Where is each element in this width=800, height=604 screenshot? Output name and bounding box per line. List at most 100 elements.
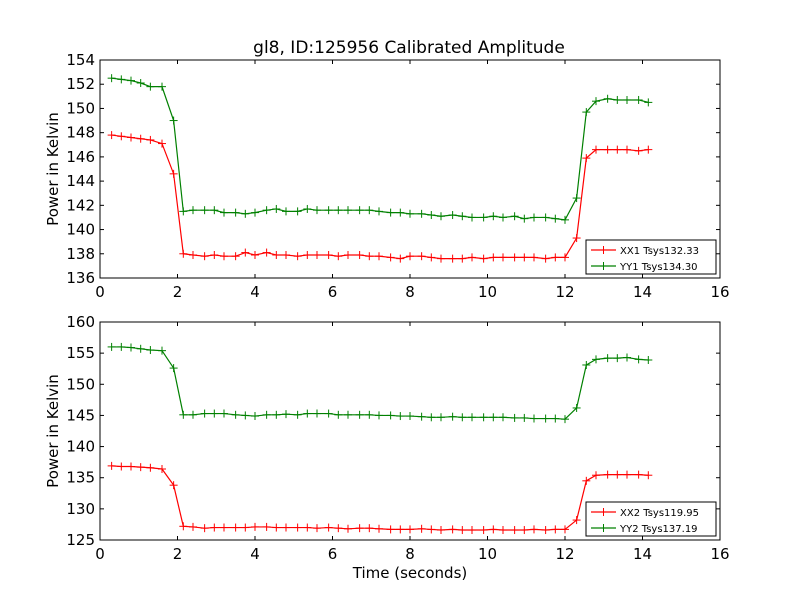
data-point bbox=[613, 95, 622, 104]
data-point bbox=[386, 253, 395, 262]
data-point bbox=[251, 208, 259, 217]
y-axis-label: Power in Kelvin bbox=[44, 374, 62, 488]
data-point bbox=[324, 523, 333, 532]
data-point bbox=[582, 476, 591, 485]
y-tick-label: 144 bbox=[66, 172, 95, 190]
data-point bbox=[510, 212, 519, 221]
data-point bbox=[520, 526, 529, 535]
data-point bbox=[551, 214, 560, 223]
x-tick-label: 12 bbox=[555, 283, 574, 301]
data-point bbox=[520, 253, 529, 262]
data-point bbox=[136, 463, 145, 472]
data-point bbox=[355, 524, 364, 533]
data-point bbox=[146, 463, 155, 472]
data-point bbox=[127, 343, 135, 352]
data-point bbox=[293, 207, 302, 216]
data-point bbox=[582, 360, 591, 369]
data-point bbox=[355, 410, 364, 419]
x-tick-label: 6 bbox=[328, 283, 338, 301]
data-point bbox=[200, 252, 209, 261]
data-point bbox=[365, 410, 374, 419]
data-point bbox=[158, 139, 166, 148]
data-point bbox=[489, 525, 498, 534]
data-point bbox=[572, 516, 581, 525]
data-point bbox=[303, 409, 312, 418]
data-point bbox=[479, 526, 488, 535]
data-point bbox=[458, 526, 467, 535]
data-point bbox=[107, 74, 116, 83]
data-point bbox=[644, 98, 653, 107]
data-point bbox=[479, 413, 488, 422]
y-tick-label: 145 bbox=[66, 406, 95, 424]
legend-item: YY2 Tsys137.19 bbox=[591, 524, 698, 535]
data-point bbox=[644, 145, 653, 154]
y-tick-label: 130 bbox=[66, 500, 95, 518]
data-point bbox=[210, 206, 219, 215]
data-point bbox=[489, 253, 498, 262]
data-point bbox=[375, 524, 383, 533]
x-tick-label: 10 bbox=[478, 283, 497, 301]
data-point bbox=[324, 250, 333, 259]
data-point bbox=[551, 414, 560, 423]
data-point bbox=[561, 415, 569, 424]
data-point bbox=[644, 355, 653, 364]
y-tick-label: 125 bbox=[66, 531, 95, 549]
data-point bbox=[210, 409, 219, 418]
y-tick-label: 148 bbox=[66, 124, 95, 142]
data-point bbox=[158, 82, 166, 91]
data-point bbox=[107, 461, 116, 470]
x-axis-label: Time (seconds) bbox=[352, 564, 468, 582]
data-point bbox=[613, 470, 622, 479]
legend-item: XX2 Tsys119.95 bbox=[591, 508, 699, 519]
data-point bbox=[220, 523, 228, 532]
data-point bbox=[231, 410, 240, 419]
data-point bbox=[386, 525, 395, 534]
data-point bbox=[406, 209, 414, 218]
series-2 bbox=[107, 342, 653, 424]
data-point bbox=[623, 95, 631, 104]
data-point bbox=[220, 208, 228, 217]
data-point bbox=[499, 526, 507, 535]
data-point bbox=[489, 212, 498, 221]
data-point bbox=[344, 206, 352, 215]
data-point bbox=[127, 76, 135, 85]
y-tick-label: 160 bbox=[66, 313, 95, 331]
data-point bbox=[313, 409, 321, 418]
y-tick-label: 152 bbox=[66, 75, 95, 93]
data-point bbox=[136, 344, 145, 353]
data-point bbox=[468, 413, 476, 422]
data-point bbox=[303, 523, 312, 532]
y-tick-label: 142 bbox=[66, 196, 95, 214]
data-point bbox=[293, 252, 302, 261]
data-point bbox=[262, 248, 271, 257]
data-point bbox=[448, 211, 457, 220]
y-tick-label: 138 bbox=[66, 245, 95, 263]
data-point bbox=[417, 524, 426, 533]
data-point bbox=[468, 526, 476, 535]
data-point bbox=[344, 250, 352, 259]
data-point bbox=[169, 364, 178, 373]
data-point bbox=[427, 525, 436, 534]
x-tick-label: 4 bbox=[250, 283, 260, 301]
data-point bbox=[551, 525, 560, 534]
data-point bbox=[334, 410, 343, 419]
data-point bbox=[448, 254, 457, 263]
data-point bbox=[603, 470, 612, 479]
data-point bbox=[448, 412, 457, 421]
data-point bbox=[479, 254, 488, 263]
data-point bbox=[231, 208, 240, 217]
x-tick-label: 8 bbox=[405, 545, 415, 563]
x-tick-label: 16 bbox=[710, 545, 729, 563]
data-point bbox=[210, 250, 219, 259]
data-point bbox=[324, 409, 333, 418]
legend-box bbox=[585, 239, 717, 275]
data-point bbox=[520, 413, 529, 422]
data-point bbox=[458, 413, 467, 422]
data-point bbox=[293, 410, 302, 419]
data-point bbox=[220, 409, 228, 418]
data-point bbox=[231, 252, 240, 261]
data-point bbox=[427, 211, 436, 220]
data-point bbox=[231, 523, 240, 532]
data-point bbox=[117, 75, 126, 84]
